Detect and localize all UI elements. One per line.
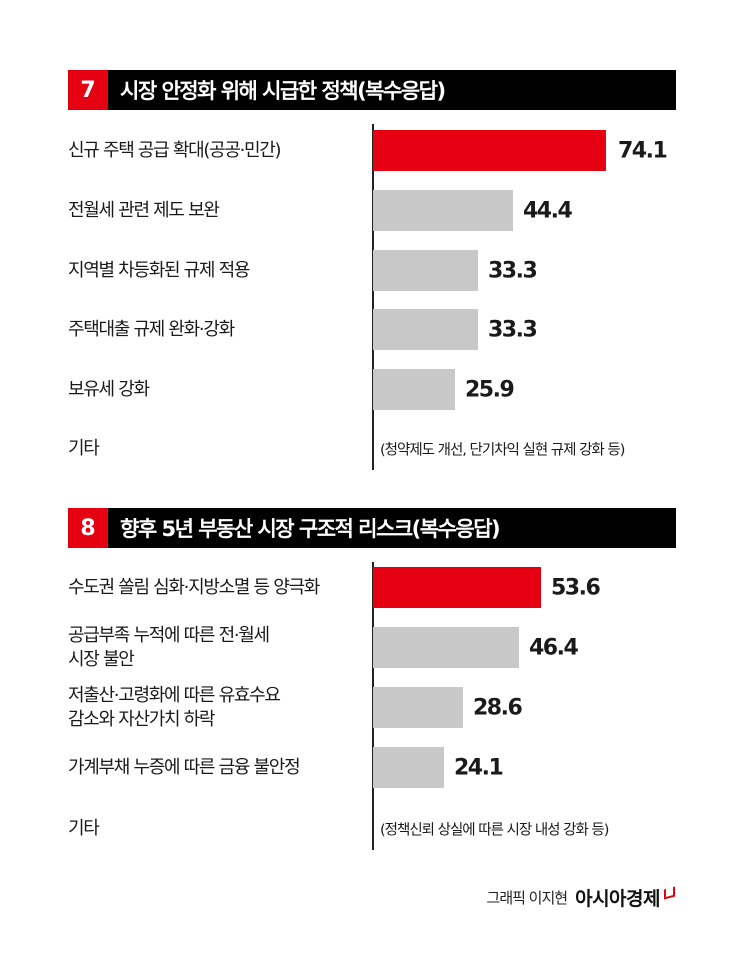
bar-label: 저출산·고령화에 따른 유효수요 감소와 자산가치 하락 bbox=[68, 684, 281, 732]
bar-label-line2: 감소와 자산가치 하락 bbox=[68, 708, 215, 730]
bar-value: 25.9 bbox=[465, 377, 515, 402]
brand-mark-icon bbox=[664, 886, 675, 899]
bar-label: 신규 주택 공급 확대(공공·민간) bbox=[68, 139, 282, 161]
bar-row: 수도권 쏠림 심화·지방소멸 등 양극화 53.6 bbox=[68, 567, 688, 608]
section-title: 향후 5년 부동산 시장 구조적 리스크(복수응답) bbox=[120, 517, 501, 541]
bar-value: 24.1 bbox=[454, 755, 504, 780]
section-number: 7 bbox=[68, 70, 108, 110]
bar-highlight bbox=[373, 567, 541, 608]
bar-label: 기타 bbox=[68, 817, 100, 839]
bar-row: 공급부족 누적에 따른 전·월세 시장 불안 46.4 bbox=[68, 625, 688, 670]
bar-row: 보유세 강화 25.9 bbox=[68, 369, 688, 410]
bar-label-line2: 시장 불안 bbox=[68, 648, 135, 670]
bar-highlight bbox=[373, 130, 606, 171]
section-7-header: 7 시장 안정화 위해 시급한 정책(복수응답) bbox=[68, 70, 676, 110]
other-note: (정책신뢰 상실에 따른 시장 내성 강화 등) bbox=[380, 822, 609, 838]
chart-axis bbox=[372, 124, 374, 470]
other-note: (청약제도 개선, 단기차익 실현 규제 강화 등) bbox=[380, 442, 625, 458]
bar bbox=[373, 627, 519, 668]
bar-value: 33.3 bbox=[488, 317, 538, 342]
bar-row: 주택대출 규제 완화·강화 33.3 bbox=[68, 309, 688, 350]
bar bbox=[373, 190, 513, 231]
bar-label: 보유세 강화 bbox=[68, 378, 150, 400]
bar-row: 전월세 관련 제도 보완 44.4 bbox=[68, 190, 688, 231]
bar-row: 가계부채 누증에 따른 금융 불안정 24.1 bbox=[68, 747, 688, 788]
bar-value: 44.4 bbox=[523, 198, 573, 223]
bar-label-line1: 저출산·고령화에 따른 유효수요 bbox=[68, 684, 281, 706]
bar-row: 신규 주택 공급 확대(공공·민간) 74.1 bbox=[68, 130, 688, 171]
bar bbox=[373, 309, 478, 350]
bar-value: 46.4 bbox=[529, 635, 579, 660]
brand-logo: 아시아경제 bbox=[575, 888, 660, 910]
bar bbox=[373, 369, 455, 410]
bar-label: 수도권 쏠림 심화·지방소멸 등 양극화 bbox=[68, 576, 320, 598]
bar-row: 지역별 차등화된 규제 적용 33.3 bbox=[68, 250, 688, 291]
credit: 그래픽 이지현 아시아경제 bbox=[487, 884, 675, 911]
bar-value: 74.1 bbox=[618, 138, 668, 163]
section-title: 시장 안정화 위해 시급한 정책(복수응답) bbox=[120, 79, 446, 103]
chart-8: 수도권 쏠림 심화·지방소멸 등 양극화 53.6 공급부족 누적에 따른 전·… bbox=[68, 562, 688, 850]
chart-7: 신규 주택 공급 확대(공공·민간) 74.1 전월세 관련 제도 보완 44.… bbox=[68, 124, 688, 470]
bar bbox=[373, 747, 444, 788]
bar bbox=[373, 250, 478, 291]
bar-value: 28.6 bbox=[473, 695, 523, 720]
other-row: 기타 (정책신뢰 상실에 따른 시장 내성 강화 등) bbox=[68, 808, 688, 849]
bar-label: 기타 bbox=[68, 437, 100, 459]
section-number: 8 bbox=[68, 508, 108, 548]
bar-label: 지역별 차등화된 규제 적용 bbox=[68, 259, 250, 281]
bar-value: 33.3 bbox=[488, 258, 538, 283]
graphic-byline: 그래픽 이지현 bbox=[486, 889, 569, 907]
bar-value: 53.6 bbox=[551, 575, 601, 600]
other-row: 기타 (청약제도 개선, 단기차익 실현 규제 강화 등) bbox=[68, 428, 688, 469]
section-8-header: 8 향후 5년 부동산 시장 구조적 리스크(복수응답) bbox=[68, 508, 676, 548]
bar-label: 공급부족 누적에 따른 전·월세 시장 불안 bbox=[68, 624, 270, 672]
bar-row: 저출산·고령화에 따른 유효수요 감소와 자산가치 하락 28.6 bbox=[68, 685, 688, 730]
bar-label-line1: 공급부족 누적에 따른 전·월세 bbox=[68, 624, 270, 646]
bar-label: 주택대출 규제 완화·강화 bbox=[68, 318, 235, 340]
bar-label: 가계부채 누증에 따른 금융 불안정 bbox=[68, 756, 301, 778]
bar-label: 전월세 관련 제도 보완 bbox=[68, 199, 220, 221]
bar bbox=[373, 687, 463, 728]
